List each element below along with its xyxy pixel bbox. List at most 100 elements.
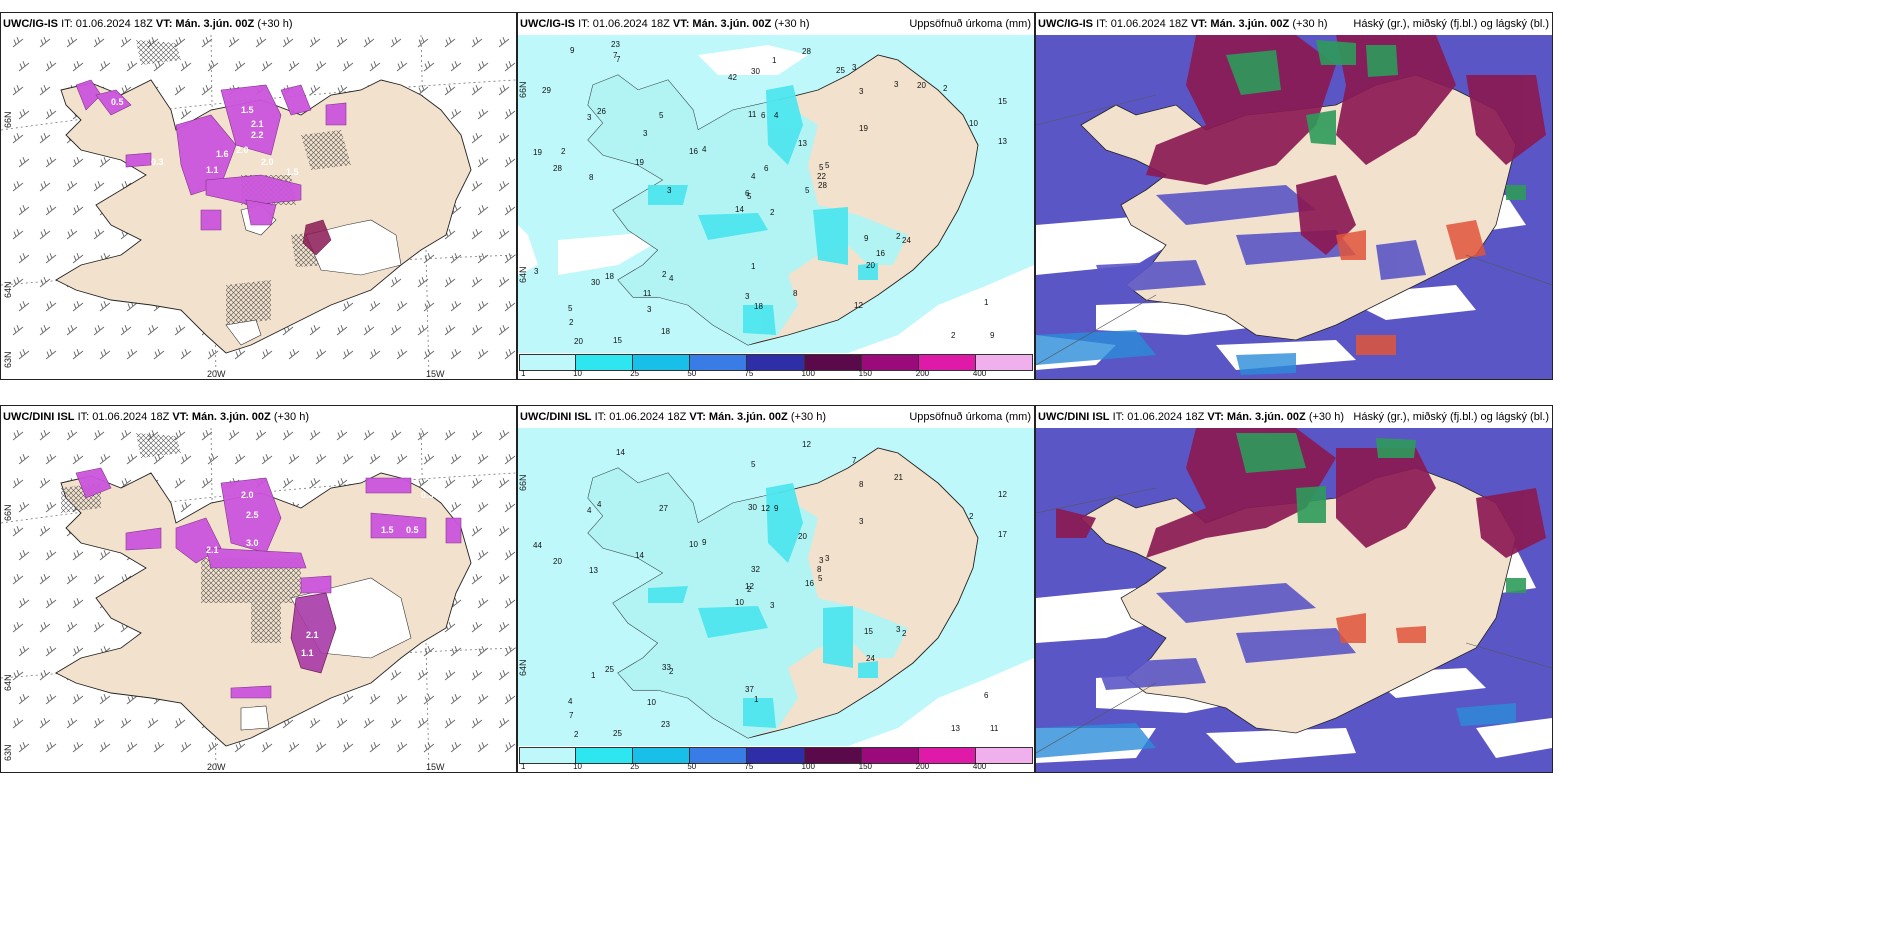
wind-barb [93, 574, 105, 585]
wind-barb [477, 454, 489, 465]
wind-barb [363, 718, 375, 729]
wind-barb [423, 61, 435, 72]
colorbar-tick-label: 400 [972, 369, 987, 378]
wind-barb [417, 37, 429, 48]
precip-amount: 9 [702, 538, 707, 547]
wind-barb [12, 430, 24, 441]
wind-barb [39, 478, 51, 489]
wind-barb [120, 718, 132, 729]
lat-label-64: 64N [3, 281, 13, 298]
wind-barb [93, 229, 105, 240]
wind-barb [153, 349, 165, 360]
wind-barb [66, 718, 78, 729]
precip-amount: 19 [635, 158, 644, 167]
wind-barb [72, 157, 84, 168]
wind-barb [390, 325, 402, 336]
precip-amount: 2 [943, 84, 948, 93]
wind-barb [66, 229, 78, 240]
valid-time: VT: Mán. 3.jún. 00Z [155, 18, 255, 30]
precip-amount: 4 [597, 500, 602, 509]
precip-amount: 32 [751, 565, 760, 574]
wind-barb [423, 694, 435, 705]
wind-barb [93, 430, 105, 441]
precip-amount: 37 [745, 685, 754, 694]
wind-barb [369, 349, 381, 360]
wind-barb [309, 718, 321, 729]
precip-value-label: 0.5 [111, 97, 124, 107]
wind-barb [315, 61, 327, 72]
precip-value-label: 1.1 [206, 165, 219, 175]
wind-barb [180, 349, 192, 360]
wind-barb [417, 478, 429, 489]
wind-barb [363, 37, 375, 48]
wind-barb [39, 37, 51, 48]
wind-barb [39, 622, 51, 633]
precip-amount: 2 [902, 629, 907, 638]
wind-barb [423, 301, 435, 312]
precip-amount: 14 [735, 205, 744, 214]
wind-barb [309, 85, 321, 96]
wind-barb [147, 718, 159, 729]
wind-barb [12, 277, 24, 288]
wind-barb [477, 157, 489, 168]
precip-amount: 3 [859, 87, 864, 96]
wind-barb [12, 478, 24, 489]
precip-amount: 1 [772, 56, 777, 65]
wind-barb [45, 502, 57, 513]
model-title: UWC/DINI ISL [520, 411, 592, 423]
wind-barb [336, 37, 348, 48]
wind-barb [504, 694, 516, 705]
wind-barb [336, 718, 348, 729]
model-title: UWC/DINI ISL [3, 411, 75, 423]
precip-amount: 33 [662, 663, 671, 672]
wind-barb [45, 205, 57, 216]
precip-amount: 25 [836, 66, 845, 75]
wind-barb [471, 430, 483, 441]
wind-barb [288, 61, 300, 72]
wind-barb [450, 646, 462, 657]
model-title: UWC/DINI ISL [1038, 411, 1110, 423]
panel-clouds-top: UWC/IG-IS IT: 01.06.2024 18Z VT: Mán. 3.… [1035, 12, 1553, 380]
colorbar-tick-label: 10 [573, 762, 583, 771]
wind-barb [477, 109, 489, 120]
wind-barb [390, 718, 402, 729]
lead-time: (+30 h) [273, 411, 309, 423]
precip-amount: 4 [669, 274, 674, 283]
colorbar-tick-label: 75 [744, 369, 754, 378]
wind-barb [18, 694, 30, 705]
wind-barb [504, 61, 516, 72]
wind-barb [66, 181, 78, 192]
wind-barb [390, 430, 402, 441]
wind-barb [477, 550, 489, 561]
lon-label-20w: 20W [207, 762, 226, 772]
lead-time: (+30 h) [774, 18, 810, 30]
wind-barb [12, 325, 24, 336]
wind-barb [72, 742, 84, 753]
wind-barb [504, 109, 516, 120]
wind-barb [498, 325, 510, 336]
wind-barb [315, 349, 327, 360]
wind-barb [12, 574, 24, 585]
wind-barb [66, 430, 78, 441]
precip-amount: 3 [667, 186, 672, 195]
lead-time: (+30 h) [790, 411, 826, 423]
wind-barb [18, 301, 30, 312]
wind-barb [309, 37, 321, 48]
iceland-map-clouds [1036, 428, 1552, 772]
colorbar-tick-label: 200 [915, 369, 930, 378]
precip-amount: 8 [793, 289, 798, 298]
wind-barb [12, 229, 24, 240]
wind-barb [423, 646, 435, 657]
precip-amount: 25 [605, 665, 614, 674]
precip-amount: 10 [647, 698, 656, 707]
wind-barb [39, 325, 51, 336]
wind-barb [498, 430, 510, 441]
wind-barb [99, 550, 111, 561]
precip-amount: 7 [616, 55, 621, 64]
precip-amount: 9 [864, 234, 869, 243]
colorbar-swatch [690, 354, 748, 371]
wind-barb [93, 718, 105, 729]
wind-barb [228, 430, 240, 441]
panel-header: UWC/DINI ISL IT: 01.06.2024 18Z VT: Mán.… [1, 406, 516, 428]
wind-barb [255, 430, 267, 441]
